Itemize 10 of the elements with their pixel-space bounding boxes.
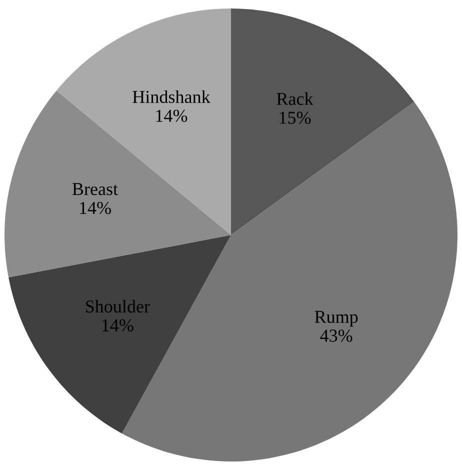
data-label: 14% bbox=[80, 202, 111, 214]
slice-label: Hindshank bbox=[132, 90, 210, 104]
slice-label: Rack bbox=[276, 92, 314, 105]
data-label: 15% bbox=[280, 112, 311, 124]
data-label: 43% bbox=[320, 330, 352, 342]
slice-label: Rump bbox=[314, 310, 358, 327]
slice-label: Shoulder bbox=[86, 300, 150, 313]
slice-label: Breast bbox=[72, 183, 118, 196]
data-label: 14% bbox=[156, 110, 188, 122]
data-label: 14% bbox=[102, 319, 134, 332]
